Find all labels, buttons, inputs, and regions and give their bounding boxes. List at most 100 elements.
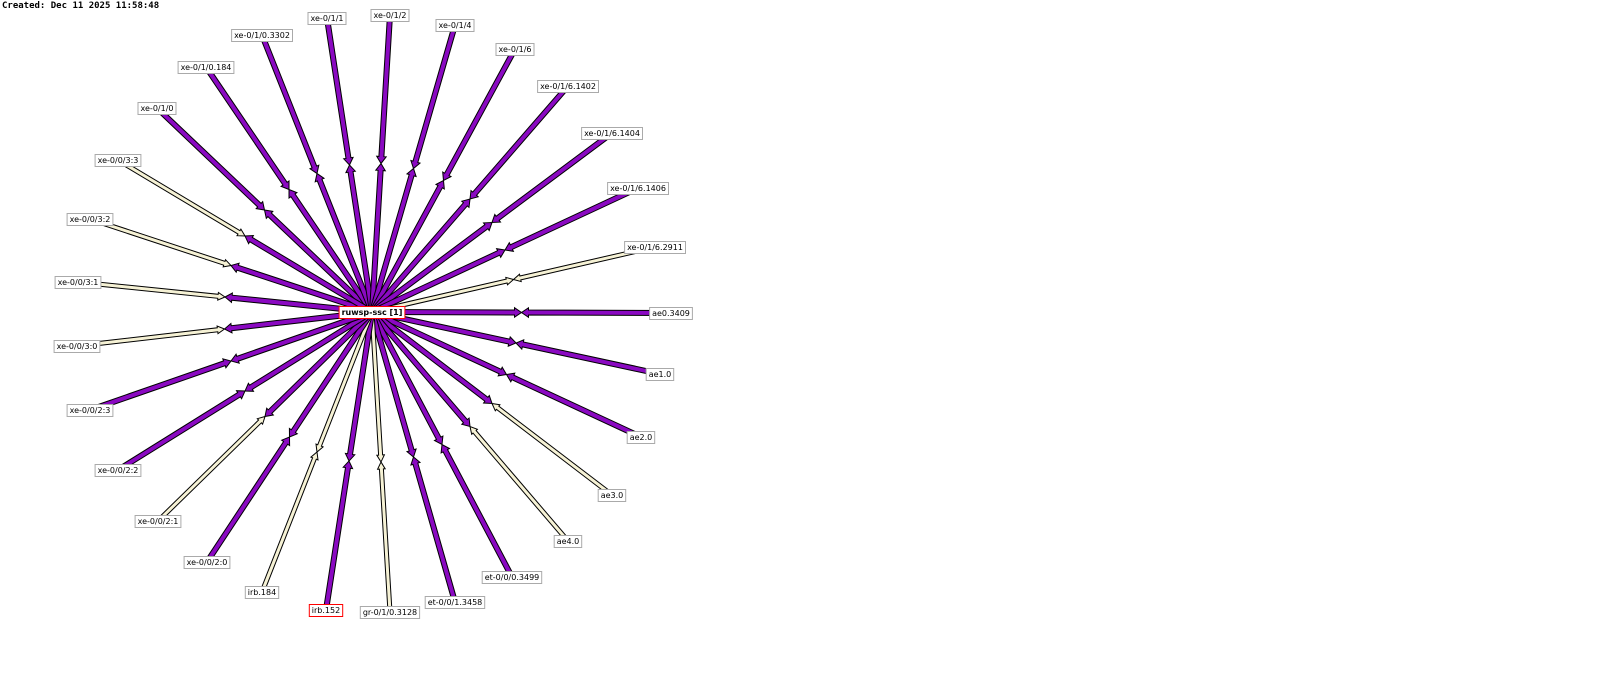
- link-irb-184-inner[interactable]: [315, 310, 375, 453]
- interface-label-ae0-3409[interactable]: ae0.3409: [649, 307, 693, 320]
- interface-label-ae2-0-box: [626, 431, 656, 444]
- link-ae0-3409-outer[interactable]: [520, 306, 672, 319]
- link-xe-0-1-6-1404-outer[interactable]: [491, 130, 615, 224]
- interface-label-ae2-0[interactable]: ae2.0: [626, 431, 656, 444]
- svg-text:et-0/0/0.3499: et-0/0/0.3499: [485, 573, 540, 582]
- link-xe-0-1-1-outer[interactable]: [323, 17, 354, 166]
- interface-label-et-0-0-1-3458[interactable]: et-0/0/1.3458: [424, 596, 486, 609]
- interface-label-et-0-0-0-3499[interactable]: et-0/0/0.3499: [481, 571, 543, 584]
- link-xe-0-1-6-outer[interactable]: [442, 47, 518, 182]
- svg-text:et-0/0/1.3458: et-0/0/1.3458: [428, 598, 483, 607]
- link-xe-0-1-6-2911-outer[interactable]: [512, 244, 656, 283]
- link-xe-0-1-6-1402-outer[interactable]: [469, 83, 571, 200]
- interface-label-xe-0-1-6-1406[interactable]: xe-0/1/6.1406: [607, 182, 669, 195]
- svg-text:gr-0/1/0.3128: gr-0/1/0.3128: [363, 608, 417, 617]
- link-xe-0-1-1-inner[interactable]: [345, 164, 376, 313]
- link-xe-0-1-2-outer[interactable]: [375, 14, 394, 165]
- link-ae3-0-outer[interactable]: [491, 402, 614, 498]
- link-xe-0-1-6-1404-inner[interactable]: [369, 221, 493, 315]
- link-et-0-0-0-3499-inner[interactable]: [369, 310, 444, 446]
- interface-label-xe-0-1-6-2911[interactable]: xe-0/1/6.2911: [624, 241, 686, 254]
- link-ae2-0-inner[interactable]: [370, 309, 508, 377]
- link-xe-0-0-2-3-inner[interactable]: [230, 308, 374, 364]
- link-xe-0-1-4-inner[interactable]: [368, 167, 417, 314]
- svg-text:xe-0/1/0.3302: xe-0/1/0.3302: [234, 31, 290, 40]
- link-ae2-0-outer[interactable]: [505, 372, 643, 440]
- link-xe-0-0-3-1-outer[interactable]: [77, 279, 227, 301]
- interface-label-xe-0-1-2[interactable]: xe-0/1/2: [370, 9, 410, 22]
- link-ae4-0-inner[interactable]: [369, 309, 471, 428]
- link-xe-0-0-2-2-outer[interactable]: [116, 390, 246, 473]
- interface-label-ae4-0[interactable]: ae4.0: [553, 535, 583, 548]
- link-xe-0-0-2-3-outer[interactable]: [88, 358, 232, 414]
- interface-label-xe-0-0-3-2-box: [66, 213, 114, 226]
- link-xe-0-1-0-3302-inner[interactable]: [314, 172, 375, 314]
- svg-text:ae3.0: ae3.0: [601, 491, 624, 500]
- link-xe-0-0-2-2-inner[interactable]: [244, 309, 374, 392]
- interface-label-xe-0-1-1[interactable]: xe-0/1/1: [307, 12, 347, 25]
- link-xe-0-1-0-outer[interactable]: [154, 105, 266, 211]
- interface-label-xe-0-1-6-1402[interactable]: xe-0/1/6.1402: [537, 80, 599, 93]
- link-xe-0-0-3-3-inner[interactable]: [244, 234, 374, 315]
- interface-label-xe-0-1-0-3302[interactable]: xe-0/1/0.3302: [231, 29, 294, 42]
- link-xe-0-1-4-outer[interactable]: [410, 23, 459, 170]
- link-ae4-0-outer[interactable]: [469, 425, 571, 544]
- svg-text:xe-0/1/0: xe-0/1/0: [141, 104, 174, 113]
- interface-label-xe-0-1-2-box: [370, 9, 410, 22]
- link-ae3-0-inner[interactable]: [369, 309, 493, 405]
- link-gr-0-1-0-3128-outer[interactable]: [376, 460, 393, 613]
- link-xe-0-1-0-184-inner[interactable]: [288, 188, 375, 315]
- link-xe-0-0-3-3-outer[interactable]: [116, 157, 246, 237]
- svg-text:xe-0/1/6.1402: xe-0/1/6.1402: [540, 82, 596, 91]
- link-xe-0-1-6-inner[interactable]: [369, 179, 445, 314]
- link-et-0-0-1-3458-inner[interactable]: [368, 310, 417, 458]
- link-xe-0-1-6-1402-inner[interactable]: [369, 198, 471, 315]
- svg-text:xe-0/0/2:1: xe-0/0/2:1: [138, 517, 179, 526]
- interface-label-xe-0-0-2-1[interactable]: xe-0/0/2:1: [134, 515, 182, 528]
- interface-label-ae3-0[interactable]: ae3.0: [597, 489, 627, 502]
- link-irb-152-inner[interactable]: [344, 311, 376, 462]
- interface-label-xe-0-0-2-0[interactable]: xe-0/0/2:0: [183, 556, 231, 569]
- interface-label-xe-0-1-1-box: [307, 12, 347, 25]
- interface-label-irb-152[interactable]: irb.152: [308, 604, 344, 617]
- link-gr-0-1-0-3128-inner[interactable]: [369, 311, 386, 464]
- link-et-0-0-1-3458-outer[interactable]: [410, 456, 459, 604]
- interface-label-xe-0-0-2-3-box: [66, 404, 114, 417]
- link-irb-152-outer[interactable]: [322, 460, 354, 611]
- link-xe-0-1-6-1406-outer[interactable]: [504, 185, 640, 252]
- interface-label-gr-0-1-0-3128[interactable]: gr-0/1/0.3128: [359, 606, 421, 619]
- link-irb-184-outer[interactable]: [259, 451, 319, 594]
- interface-label-et-0-0-1-3458-box: [424, 596, 486, 609]
- link-xe-0-1-0-184-outer[interactable]: [203, 64, 290, 191]
- interface-label-xe-0-0-3-2[interactable]: xe-0/0/3:2: [66, 213, 114, 226]
- link-ae1-0-outer[interactable]: [515, 338, 662, 377]
- interface-label-xe-0-0-3-0[interactable]: xe-0/0/3:0: [53, 340, 101, 353]
- link-xe-0-0-2-1-outer[interactable]: [155, 415, 266, 524]
- interface-label-xe-0-0-3-3[interactable]: xe-0/0/3:3: [94, 154, 142, 167]
- link-xe-0-1-6-2911-inner[interactable]: [371, 276, 515, 315]
- interface-label-xe-0-1-4[interactable]: xe-0/1/4: [435, 19, 475, 32]
- center-node-ruwsp-ssc-1[interactable]: ruwsp-ssc [1]: [338, 306, 406, 319]
- interface-label-xe-0-0-2-0-box: [183, 556, 231, 569]
- link-et-0-0-0-3499-outer[interactable]: [440, 443, 515, 579]
- link-xe-0-0-2-0-inner[interactable]: [288, 309, 375, 438]
- svg-text:xe-0/1/6.2911: xe-0/1/6.2911: [627, 243, 683, 252]
- interface-label-irb-184[interactable]: irb.184: [244, 586, 280, 599]
- interface-label-xe-0-1-6-1404[interactable]: xe-0/1/6.1404: [581, 127, 643, 140]
- interface-label-xe-0-1-6-2911-box: [624, 241, 686, 254]
- interface-label-xe-0-1-0-184[interactable]: xe-0/1/0.184: [177, 61, 235, 74]
- interface-label-xe-0-1-0[interactable]: xe-0/1/0: [137, 102, 177, 115]
- svg-text:xe-0/0/3:3: xe-0/0/3:3: [98, 156, 139, 165]
- interface-label-xe-0-1-6[interactable]: xe-0/1/6: [495, 43, 535, 56]
- link-xe-0-1-6-1406-inner[interactable]: [370, 248, 506, 315]
- interface-label-xe-0-0-3-3-box: [94, 154, 142, 167]
- link-xe-0-0-2-0-outer[interactable]: [204, 436, 291, 565]
- link-xe-0-0-2-1-inner[interactable]: [264, 309, 375, 418]
- interface-label-ae1-0[interactable]: ae1.0: [645, 368, 675, 381]
- interface-label-xe-0-0-3-1[interactable]: xe-0/0/3:1: [54, 276, 102, 289]
- link-xe-0-1-0-3302-outer[interactable]: [259, 33, 320, 175]
- interface-label-ae3-0-box: [597, 489, 627, 502]
- interface-label-xe-0-0-2-2[interactable]: xe-0/0/2:2: [94, 464, 142, 477]
- interface-label-xe-0-0-2-3[interactable]: xe-0/0/2:3: [66, 404, 114, 417]
- link-xe-0-1-2-inner[interactable]: [368, 162, 387, 313]
